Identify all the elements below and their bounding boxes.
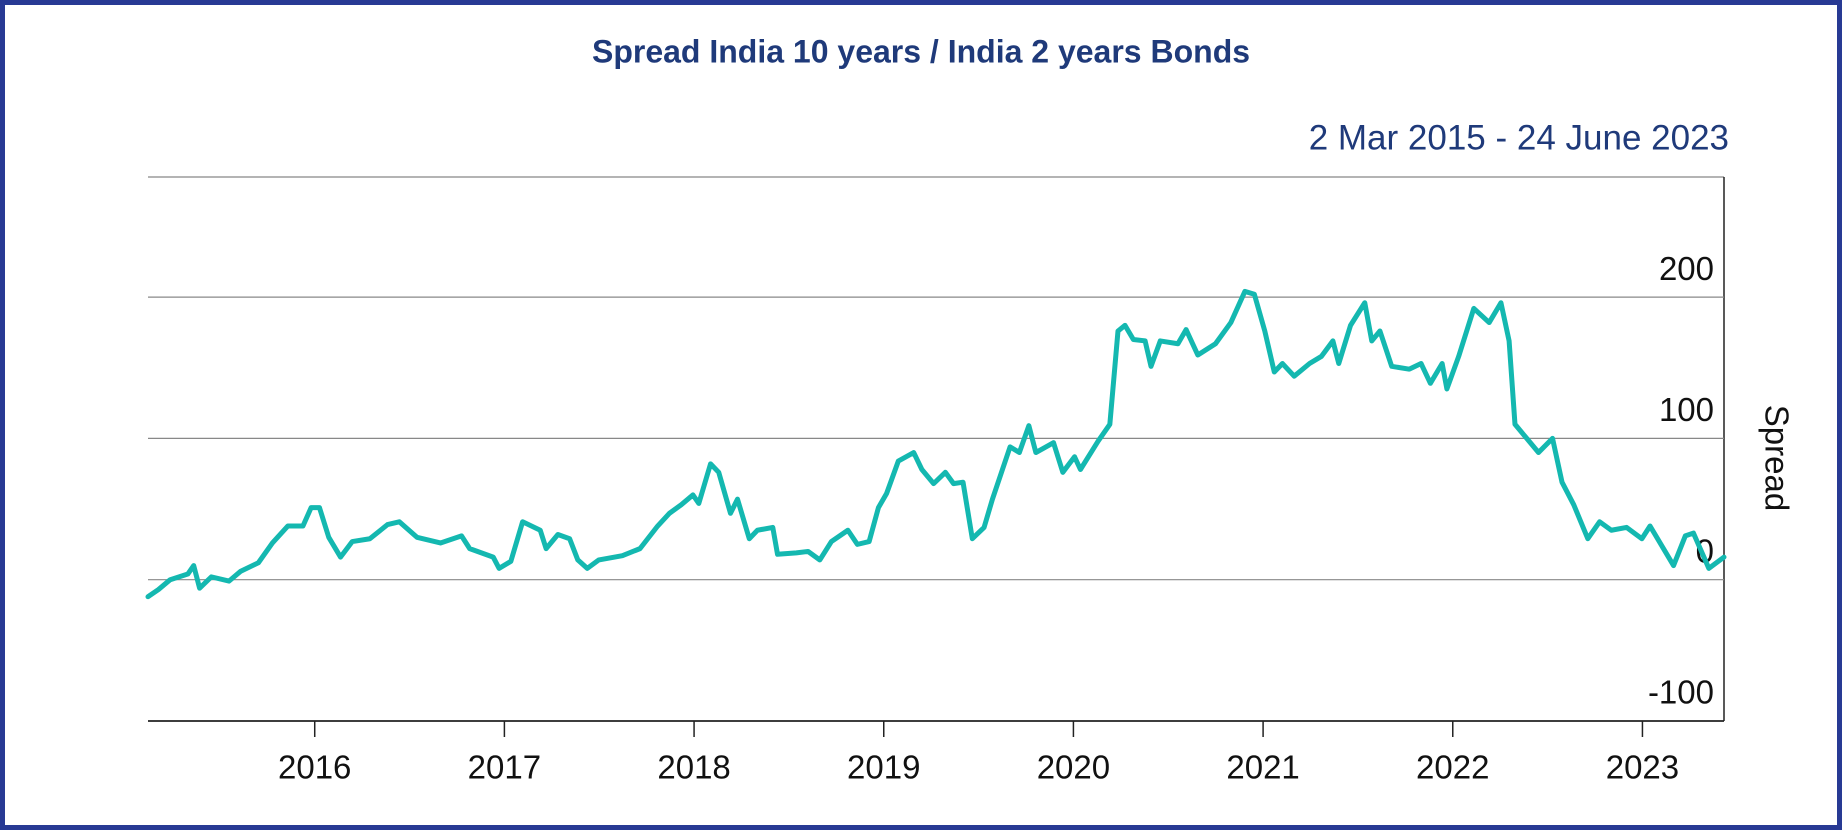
chart-title: Spread India 10 years / India 2 years Bo… [592,33,1250,69]
data-line [145,288,1727,600]
y-tick-label: 200 [1659,250,1714,287]
x-tick-label: 2017 [468,749,541,786]
x-tick-label: 2023 [1606,749,1679,786]
x-tick-label: 2020 [1037,749,1110,786]
x-tick-label: 2022 [1416,749,1489,786]
y-tick-label: -100 [1648,674,1714,711]
x-tick-label: 2021 [1226,749,1299,786]
x-tick-label: 2019 [847,749,920,786]
y-tick-label: 100 [1659,391,1714,428]
x-tick-label: 2018 [657,749,730,786]
y-tick-label: 0 [1696,532,1714,569]
chart-subtitle: 2 Mar 2015 - 24 June 2023 [1309,118,1729,157]
x-tick-label: 2016 [278,749,351,786]
y-axis-label: Spread [1758,405,1795,511]
